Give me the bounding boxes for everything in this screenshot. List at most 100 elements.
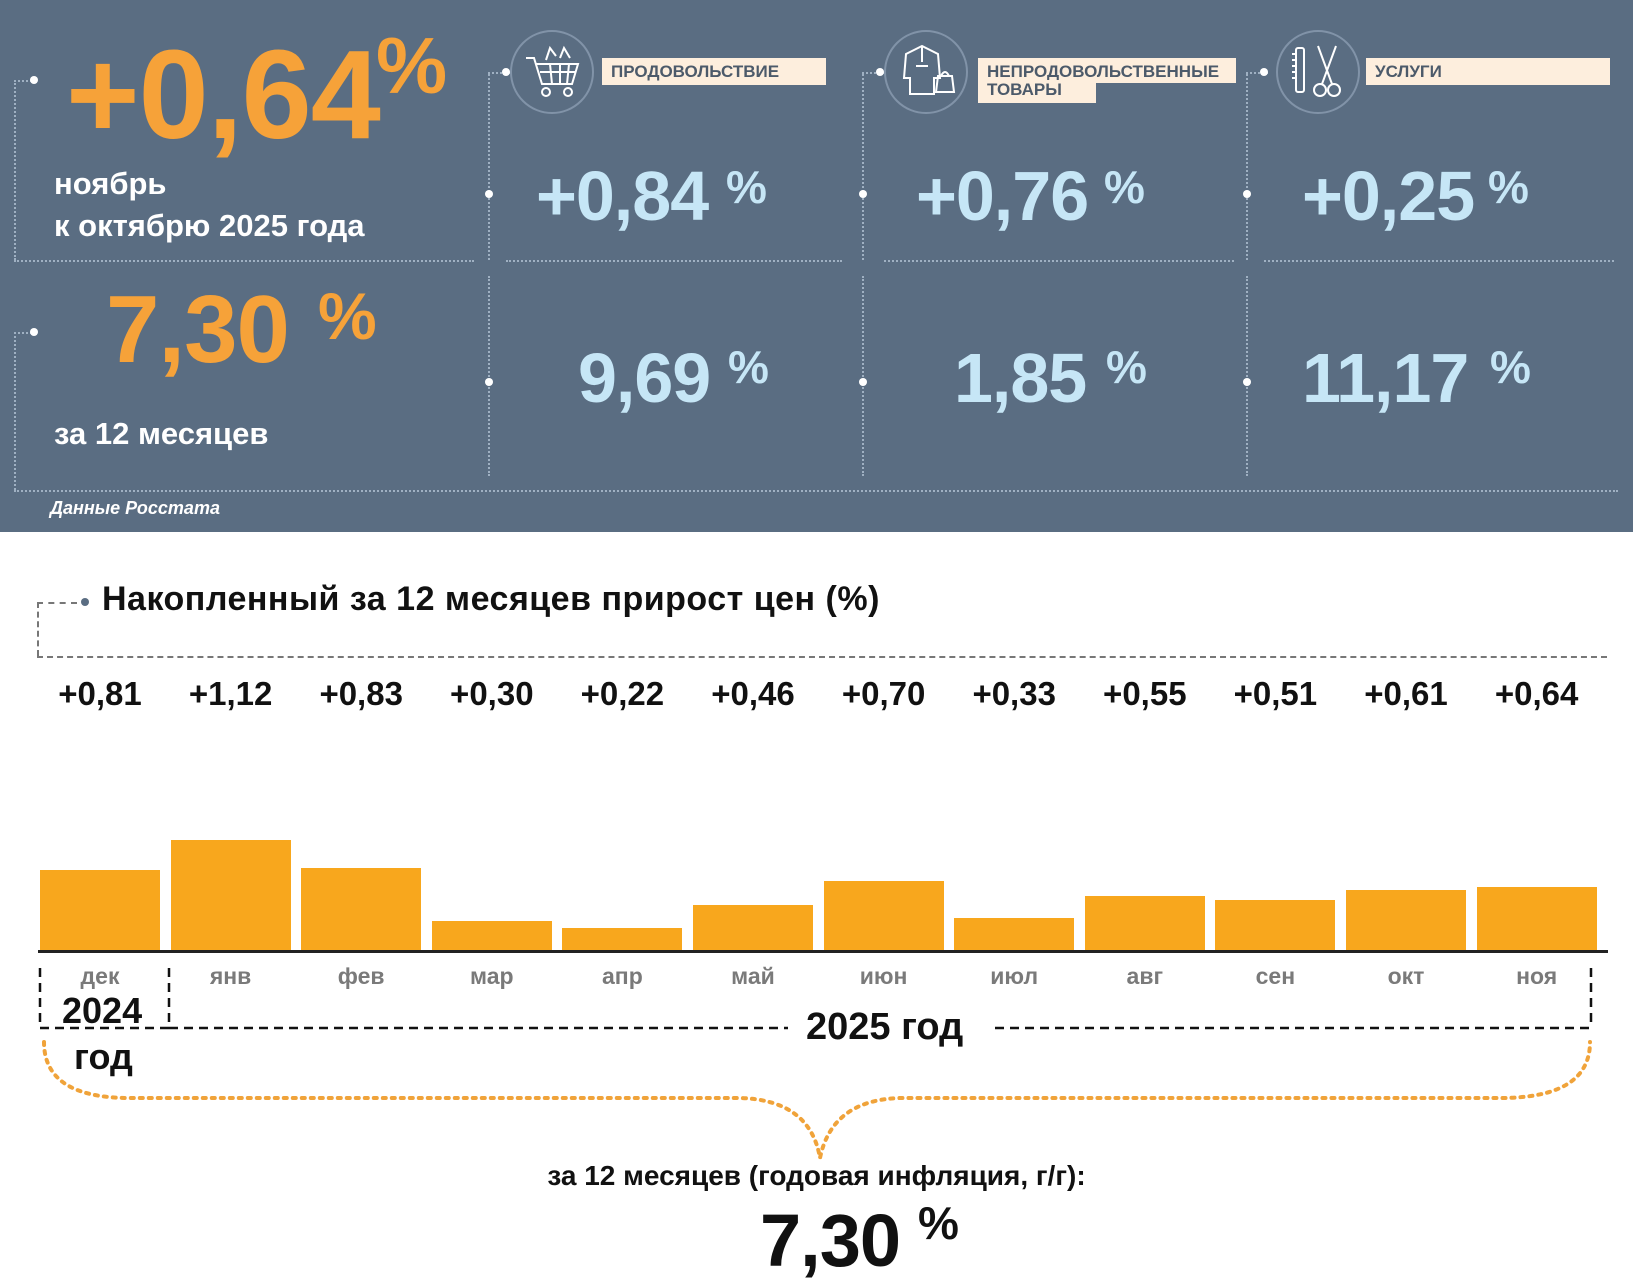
month-label-jun: июн xyxy=(859,963,908,989)
column-separator xyxy=(862,74,864,260)
services-annual-value: 11,17 xyxy=(1302,339,1469,417)
bar-mar xyxy=(431,920,552,950)
value-label-jan: +1,12 xyxy=(188,675,273,712)
year-2024-word: год xyxy=(74,1036,133,1077)
annual-unit: % xyxy=(318,279,377,353)
data-source: Данные Росстата xyxy=(50,498,220,518)
month-label-may: май xyxy=(731,963,775,989)
value-label-mar: +0,30 xyxy=(450,675,534,712)
frame-line xyxy=(37,602,39,656)
value-label-nov: +0,64 xyxy=(1494,675,1579,712)
frame-dot xyxy=(1243,378,1251,386)
monthly-unit: % xyxy=(376,21,448,110)
column-separator xyxy=(488,74,490,260)
month-label-apr: апр xyxy=(602,963,643,989)
month-label-feb: фев xyxy=(337,963,385,989)
clothing-icon xyxy=(884,30,968,114)
monthly-label-line2: к октябрю 2025 года xyxy=(54,208,365,243)
category-label-nonfood-line2: ТОВАРЫ xyxy=(978,80,1096,103)
value-label-may: +0,46 xyxy=(711,675,795,712)
row-separator xyxy=(506,260,842,262)
bar-may xyxy=(693,904,813,950)
food-monthly-value: +0,84 xyxy=(536,157,709,235)
food-monthly-unit: % xyxy=(726,161,767,213)
monthly-label-line1: ноябрь xyxy=(54,166,167,201)
frame-line xyxy=(862,72,884,74)
frame-line xyxy=(14,332,36,334)
bar-aug xyxy=(1084,895,1205,950)
frame-dot xyxy=(1260,68,1268,76)
value-label-aug: +0,55 xyxy=(1103,675,1187,712)
food-annual-value: 9,69 xyxy=(578,339,711,417)
services-monthly-unit: % xyxy=(1488,161,1529,213)
month-label-jul: июл xyxy=(990,963,1039,989)
month-label-aug: авг xyxy=(1126,963,1164,989)
frame-dot xyxy=(859,190,867,198)
value-label-jul: +0,33 xyxy=(972,675,1056,712)
year-brackets xyxy=(38,968,1593,1159)
frame-dot xyxy=(502,68,510,76)
summary-unit: % xyxy=(918,1197,959,1249)
frame-dot xyxy=(876,68,884,76)
summary-value: 7,30 xyxy=(760,1199,901,1282)
bar-dec xyxy=(40,870,160,950)
bar-oct xyxy=(1346,890,1466,950)
shopping-cart-icon xyxy=(510,30,594,114)
nonfood-annual-unit: % xyxy=(1106,341,1147,393)
nonfood-monthly-value: +0,76 xyxy=(916,157,1089,235)
frame-line xyxy=(488,72,510,74)
column-separator xyxy=(1246,74,1248,260)
services-annual-unit: % xyxy=(1490,341,1531,393)
bar-jul xyxy=(954,917,1075,950)
frame-line xyxy=(37,602,77,604)
monthly-value: +0,64 xyxy=(66,24,381,165)
frame-line xyxy=(14,80,36,82)
frame-line xyxy=(14,332,16,490)
category-label-services: УСЛУГИ xyxy=(1366,58,1610,85)
services-monthly-value: +0,25 xyxy=(1302,157,1475,235)
month-label-nov: ноя xyxy=(1516,963,1558,989)
frame-line xyxy=(14,260,474,262)
bar-feb xyxy=(301,868,422,950)
value-label-jun: +0,70 xyxy=(841,675,926,712)
annual-value: 7,30 xyxy=(106,276,290,383)
value-label-feb: +0,83 xyxy=(319,675,403,712)
bar-nov xyxy=(1476,887,1597,950)
column-separator xyxy=(488,276,490,476)
bar-apr xyxy=(562,928,683,950)
frame-line xyxy=(14,80,16,260)
annual-label: за 12 месяцев xyxy=(54,416,269,451)
value-label-oct: +0,61 xyxy=(1364,675,1448,712)
year-2025-label: 2025 год xyxy=(806,1006,964,1048)
frame-dot xyxy=(859,378,867,386)
month-label-mar: мар xyxy=(470,963,514,989)
summary-panel: +0,64 % ноябрь к октябрю 2025 года 7,30 … xyxy=(0,0,1633,532)
bar-sep xyxy=(1215,899,1336,950)
frame-dot xyxy=(485,190,493,198)
value-label-sep: +0,51 xyxy=(1233,675,1318,712)
row-separator xyxy=(1264,260,1614,262)
value-label-apr: +0,22 xyxy=(580,675,665,712)
frame-dot xyxy=(30,76,38,84)
category-label-nonfood: НЕПРОДОВОЛЬСТВЕННЫЕ xyxy=(978,58,1236,83)
bar-jun xyxy=(823,881,944,950)
bar-jan xyxy=(170,839,291,950)
summary-label: за 12 месяцев (годовая инфляция, г/г): xyxy=(547,1160,1086,1191)
category-label-food: ПРОДОВОЛЬСТВИЕ xyxy=(602,58,826,85)
month-label-oct: окт xyxy=(1387,963,1425,989)
frame-line xyxy=(14,490,1618,492)
x-axis-baseline xyxy=(38,950,1608,953)
frame-line xyxy=(37,656,1607,658)
food-annual-unit: % xyxy=(728,341,769,393)
month-label-sep: сен xyxy=(1255,963,1296,989)
year-2024-label: 2024 xyxy=(62,990,143,1031)
column-separator xyxy=(1246,276,1248,476)
frame-dot xyxy=(485,378,493,386)
frame-dot xyxy=(81,598,89,606)
chart-title: Накопленный за 12 месяцев прирост цен (%… xyxy=(102,580,880,618)
frame-dot xyxy=(30,328,38,336)
scissors-comb-icon xyxy=(1276,30,1360,114)
month-label-dec: дек xyxy=(80,963,120,989)
nonfood-monthly-unit: % xyxy=(1104,161,1145,213)
frame-line xyxy=(1246,72,1268,74)
